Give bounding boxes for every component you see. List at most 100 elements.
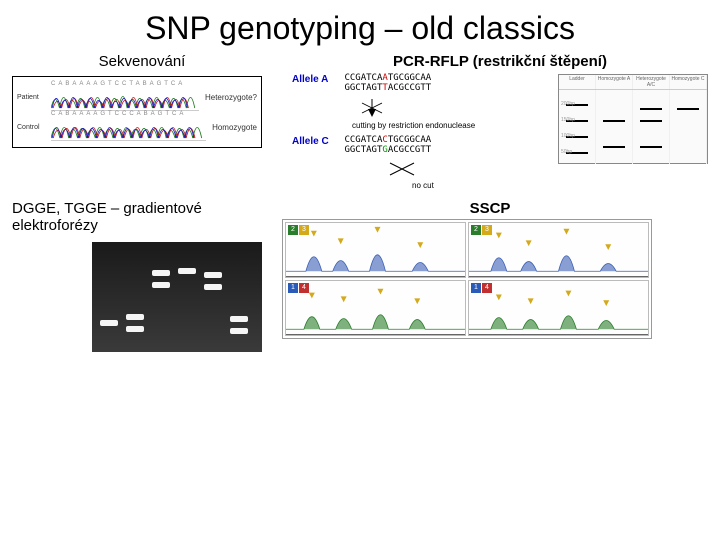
sscp-trace-icon bbox=[469, 281, 648, 335]
sscp-badge: 1 bbox=[471, 283, 481, 293]
dgge-band bbox=[178, 268, 196, 274]
gel-header-cell: Ladder bbox=[559, 75, 596, 89]
seq-text: GGCTAGT bbox=[344, 83, 382, 93]
gel-lane bbox=[670, 90, 707, 164]
sscp-badge: 1 bbox=[288, 283, 298, 293]
row-bottom: DGGE, TGGE – gradientové elektroforézy S… bbox=[0, 190, 720, 352]
trace-patient: Patient CABAAAAGTCCTABAGTCA Heterozygote… bbox=[17, 83, 257, 111]
trace-bases: CABAAAAGTCCTABAGTCA bbox=[51, 81, 185, 87]
gel-lane: 200bp 150bp 100bp 50bp bbox=[559, 90, 596, 164]
trace-bases: CABAAAAGTCCCABAGTCA bbox=[51, 111, 186, 117]
dgge-column: DGGE, TGGE – gradientové elektroforézy bbox=[12, 200, 272, 352]
seq-text: ACGCCGTT bbox=[388, 83, 431, 93]
rflp-gel-diagram: Ladder Homozygote A Heterozygote A/C Hom… bbox=[558, 74, 708, 164]
cut-label: cutting by restriction endonuclease bbox=[352, 121, 554, 130]
seq-text: TGCGGCAA bbox=[388, 73, 431, 83]
dgge-band bbox=[204, 284, 222, 290]
allele-a-row: Allele A CCGATCAATGCGGCAA GGCTAGTTACGCCG… bbox=[292, 74, 554, 95]
nocut-arrow bbox=[382, 161, 554, 177]
dgge-band bbox=[100, 320, 118, 326]
gel-lanes: 200bp 150bp 100bp 50bp bbox=[559, 90, 707, 164]
sscp-cell: 23 bbox=[285, 222, 466, 278]
gel-lane bbox=[633, 90, 670, 164]
gel-header-cell: Heterozygote A/C bbox=[633, 75, 670, 89]
seq-text: GGCTAGT bbox=[344, 145, 382, 155]
allele-c-row: Allele C CCGATCACTGCGGCAA GGCTAGTGACGCCG… bbox=[292, 136, 554, 157]
seq-text: CCGATCA bbox=[344, 135, 382, 145]
gel-band bbox=[603, 146, 625, 148]
page-title: SNP genotyping – old classics bbox=[0, 0, 720, 53]
rflp-header: PCR-RFLP (restrikční štěpení) bbox=[292, 53, 708, 70]
arrow-down-icon bbox=[352, 99, 392, 117]
sscp-badge: 2 bbox=[288, 225, 298, 235]
gel-lane bbox=[596, 90, 633, 164]
sscp-trace-icon bbox=[286, 281, 465, 335]
sscp-badge: 2 bbox=[471, 225, 481, 235]
seq-text: CCGATCA bbox=[344, 73, 382, 83]
gel-headers: Ladder Homozygote A Heterozygote A/C Hom… bbox=[559, 75, 707, 90]
allele-c-seq: CCGATCACTGCGGCAA GGCTAGTGACGCCGTT bbox=[344, 136, 431, 156]
sscp-badge: 3 bbox=[299, 225, 309, 235]
trace-label: Patient bbox=[17, 94, 51, 101]
axis bbox=[286, 276, 465, 277]
seq-text: ACGCCGTT bbox=[388, 145, 431, 155]
sscp-trace-icon bbox=[286, 223, 465, 277]
gel-header-cell: Homozygote C bbox=[670, 75, 707, 89]
gel-tick: 50bp bbox=[561, 149, 572, 155]
gel-band bbox=[603, 120, 625, 122]
trace-label: Control bbox=[17, 124, 51, 131]
sscp-cell: 14 bbox=[285, 280, 466, 336]
allele-a-label: Allele A bbox=[292, 74, 340, 85]
chromatogram-icon bbox=[51, 113, 206, 140]
trace-plot: CABAAAAGTCCTABAGTCA bbox=[51, 83, 199, 111]
nocut-label: no cut bbox=[412, 181, 554, 190]
sscp-badge: 3 bbox=[482, 225, 492, 235]
axis bbox=[286, 334, 465, 335]
sscp-cell: 23 bbox=[468, 222, 649, 278]
allele-a-seq: CCGATCAATGCGGCAA GGCTAGTTACGCCGTT bbox=[344, 74, 431, 94]
rflp-sequences: Allele A CCGATCAATGCGGCAA GGCTAGTTACGCCG… bbox=[292, 74, 554, 190]
sscp-badge: 4 bbox=[482, 283, 492, 293]
dgge-band bbox=[126, 326, 144, 332]
gel-header-cell: Homozygote A bbox=[596, 75, 633, 89]
trace-control: Control CABAAAAGTCCCABAGTCA Homozygote bbox=[17, 113, 257, 141]
allele-c-label: Allele C bbox=[292, 136, 340, 147]
gel-tick: 100bp bbox=[561, 133, 575, 139]
trace-plot: CABAAAAGTCCCABAGTCA bbox=[51, 113, 206, 141]
sscp-cell: 14 bbox=[468, 280, 649, 336]
sscp-column: SSCP 23231414 bbox=[272, 200, 708, 352]
trace-annotation: Heterozygote? bbox=[205, 93, 257, 102]
gel-band bbox=[640, 120, 662, 122]
dgge-band bbox=[204, 272, 222, 278]
chromatogram-icon bbox=[51, 83, 199, 110]
dgge-band bbox=[152, 270, 170, 276]
gel-tick: 150bp bbox=[561, 117, 575, 123]
gel-band bbox=[640, 146, 662, 148]
axis bbox=[469, 334, 648, 335]
sscp-badges: 14 bbox=[471, 283, 492, 293]
sequencing-trace-box: Patient CABAAAAGTCCTABAGTCA Heterozygote… bbox=[12, 76, 262, 148]
sequencing-header: Sekvenování bbox=[12, 53, 272, 70]
sscp-plot-grid: 23231414 bbox=[282, 219, 652, 339]
sscp-trace-icon bbox=[469, 223, 648, 277]
seq-text: TGCGGCAA bbox=[388, 135, 431, 145]
dgge-gel-image bbox=[92, 242, 262, 352]
dgge-band bbox=[152, 282, 170, 288]
dgge-band bbox=[230, 316, 248, 322]
rflp-column: PCR-RFLP (restrikční štěpení) Allele A C… bbox=[272, 53, 708, 190]
rflp-content: Allele A CCGATCAATGCGGCAA GGCTAGTTACGCCG… bbox=[292, 74, 708, 190]
axis bbox=[469, 276, 648, 277]
sscp-header: SSCP bbox=[272, 200, 708, 217]
sscp-badges: 14 bbox=[288, 283, 309, 293]
dgge-header: DGGE, TGGE – gradientové elektroforézy bbox=[12, 200, 272, 234]
dgge-band bbox=[126, 314, 144, 320]
cut-arrow bbox=[352, 99, 554, 117]
sscp-badges: 23 bbox=[288, 225, 309, 235]
dgge-band bbox=[230, 328, 248, 334]
sscp-badge: 4 bbox=[299, 283, 309, 293]
sequencing-column: Sekvenování Patient CABAAAAGTCCTABAGTCA … bbox=[12, 53, 272, 190]
gel-tick: 200bp bbox=[561, 101, 575, 107]
sscp-badges: 23 bbox=[471, 225, 492, 235]
gel-band bbox=[640, 108, 662, 110]
gel-band bbox=[677, 108, 699, 110]
